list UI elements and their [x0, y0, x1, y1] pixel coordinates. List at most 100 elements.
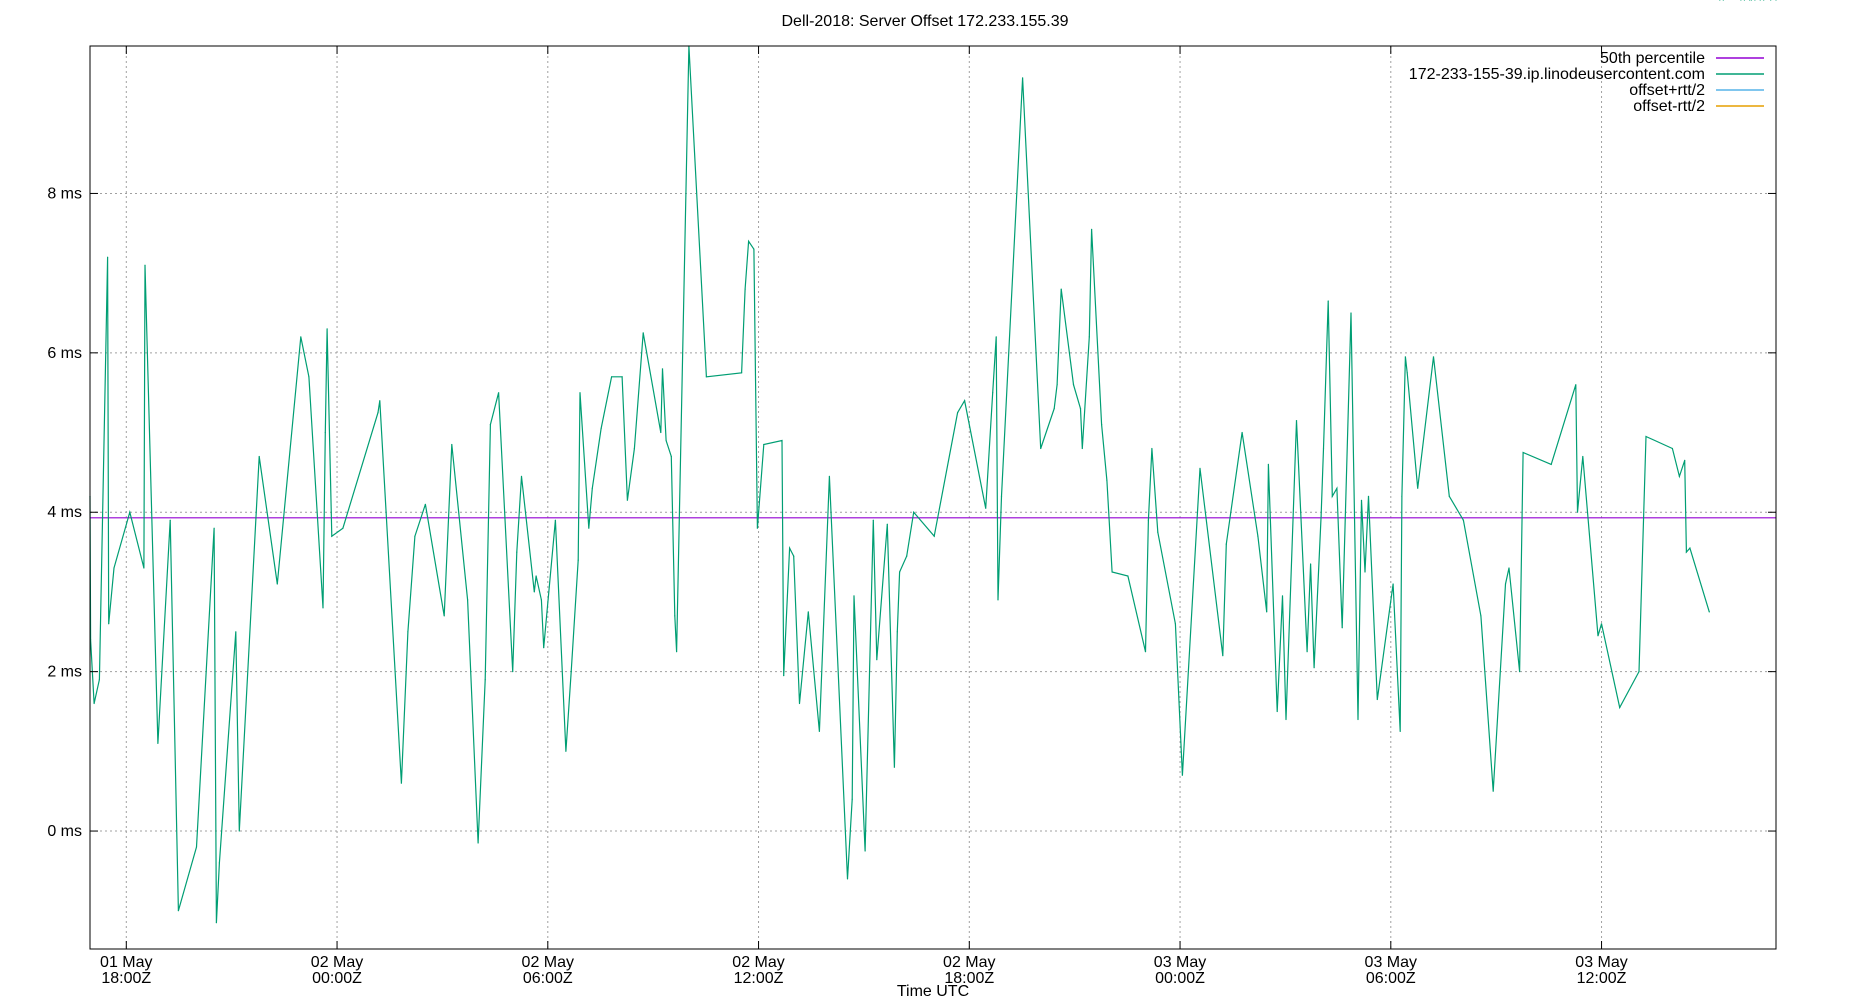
grid-lines [90, 46, 1776, 949]
data-point [477, 842, 479, 844]
data-point [1638, 671, 1640, 673]
x-tick-label: 18:00Z [101, 970, 151, 987]
chart-title: Dell-2018: Server Offset 172.233.155.39 [782, 13, 1069, 30]
data-point [1749, 0, 1751, 1]
data-point [851, 798, 853, 800]
data-point [424, 503, 426, 505]
data-point [1320, 515, 1322, 517]
data-point [1088, 336, 1090, 338]
data-point [512, 671, 514, 673]
data-point [872, 519, 874, 521]
data-point [177, 910, 179, 912]
data-point [1313, 667, 1315, 669]
data-point [1331, 495, 1333, 497]
data-point [633, 447, 636, 450]
data-point [1053, 408, 1055, 410]
data-point [1406, 372, 1408, 374]
x-tick-label: 03 May [1365, 954, 1417, 971]
data-point [853, 595, 855, 597]
data-point [238, 830, 240, 832]
data-point [621, 376, 623, 378]
data-point [642, 332, 644, 334]
data-point [1759, 0, 1761, 1]
data-point [1091, 228, 1093, 230]
data-point [1174, 623, 1176, 625]
data-point [591, 487, 593, 489]
data-point [665, 439, 667, 442]
data-point [893, 766, 896, 768]
data-point [763, 443, 765, 446]
data-point [846, 878, 849, 880]
data-point [661, 368, 664, 370]
data-point [896, 631, 898, 633]
data-point [443, 615, 445, 617]
data-point [899, 571, 901, 573]
data-point [1060, 288, 1062, 290]
x-tick-label: 02 May [732, 954, 784, 971]
data-point [753, 248, 755, 250]
data-point [1257, 535, 1259, 537]
x-tick-label: 01 May [100, 954, 152, 971]
data-point [113, 567, 115, 569]
data-point [579, 392, 581, 394]
data-point [1225, 543, 1227, 545]
data-point [540, 599, 543, 601]
data-point [400, 782, 402, 784]
data-point [93, 702, 95, 705]
data-point [1266, 611, 1268, 613]
data-point [577, 559, 579, 561]
data-point [1689, 547, 1691, 549]
data-point [129, 511, 131, 513]
data-point [744, 288, 746, 290]
data-point [1151, 447, 1153, 450]
legend-label: 172-233-155-39.ip.linodeusercontent.com [1409, 66, 1705, 83]
data-point [600, 428, 602, 430]
data-point [533, 591, 535, 593]
data-point [741, 372, 743, 374]
x-tick-label: 06:00Z [1366, 970, 1416, 987]
data-point [258, 455, 260, 458]
x-tick-label: 02 May [311, 954, 363, 971]
data-point [322, 607, 324, 609]
data-point [670, 455, 672, 458]
data-point [331, 535, 333, 537]
data-point [1241, 431, 1243, 434]
data-point [484, 679, 486, 681]
data-point [235, 631, 237, 633]
data-point [489, 424, 491, 426]
data-point [933, 535, 935, 537]
x-tick-label: 00:00Z [1155, 970, 1205, 987]
y-tick-label: 0 ms [47, 823, 82, 840]
data-point [1281, 595, 1284, 597]
data-point [995, 336, 997, 338]
x-axis-label: Time UTC [897, 983, 969, 1000]
y-axis-ticks: 0 ms 2 ms 4 ms 6 ms 8 ms [47, 185, 1776, 840]
data-point [1360, 499, 1363, 501]
data-point [276, 583, 278, 585]
data-point [1144, 651, 1147, 653]
data-point [1743, 0, 1745, 1]
data-point [1364, 571, 1366, 573]
data-point [864, 850, 866, 852]
data-point [798, 702, 801, 705]
x-tick-label: 00:00Z [312, 970, 362, 987]
data-point [793, 555, 795, 557]
data-point [1081, 447, 1083, 450]
data-point [570, 671, 572, 673]
data-point [143, 567, 145, 569]
data-point [215, 922, 217, 924]
data-point [169, 519, 171, 521]
data-point [913, 511, 915, 513]
data-point [828, 475, 831, 477]
data-point [992, 392, 994, 394]
x-tick-label: 12:00Z [1577, 970, 1627, 987]
x-tick-label: 03 May [1154, 954, 1206, 971]
data-point [1597, 635, 1599, 637]
data-point [1684, 459, 1686, 461]
data-point [451, 443, 453, 446]
y-tick-label: 6 ms [47, 345, 82, 362]
data-point [756, 527, 759, 529]
data-point [1341, 627, 1343, 629]
data-point [157, 742, 159, 745]
